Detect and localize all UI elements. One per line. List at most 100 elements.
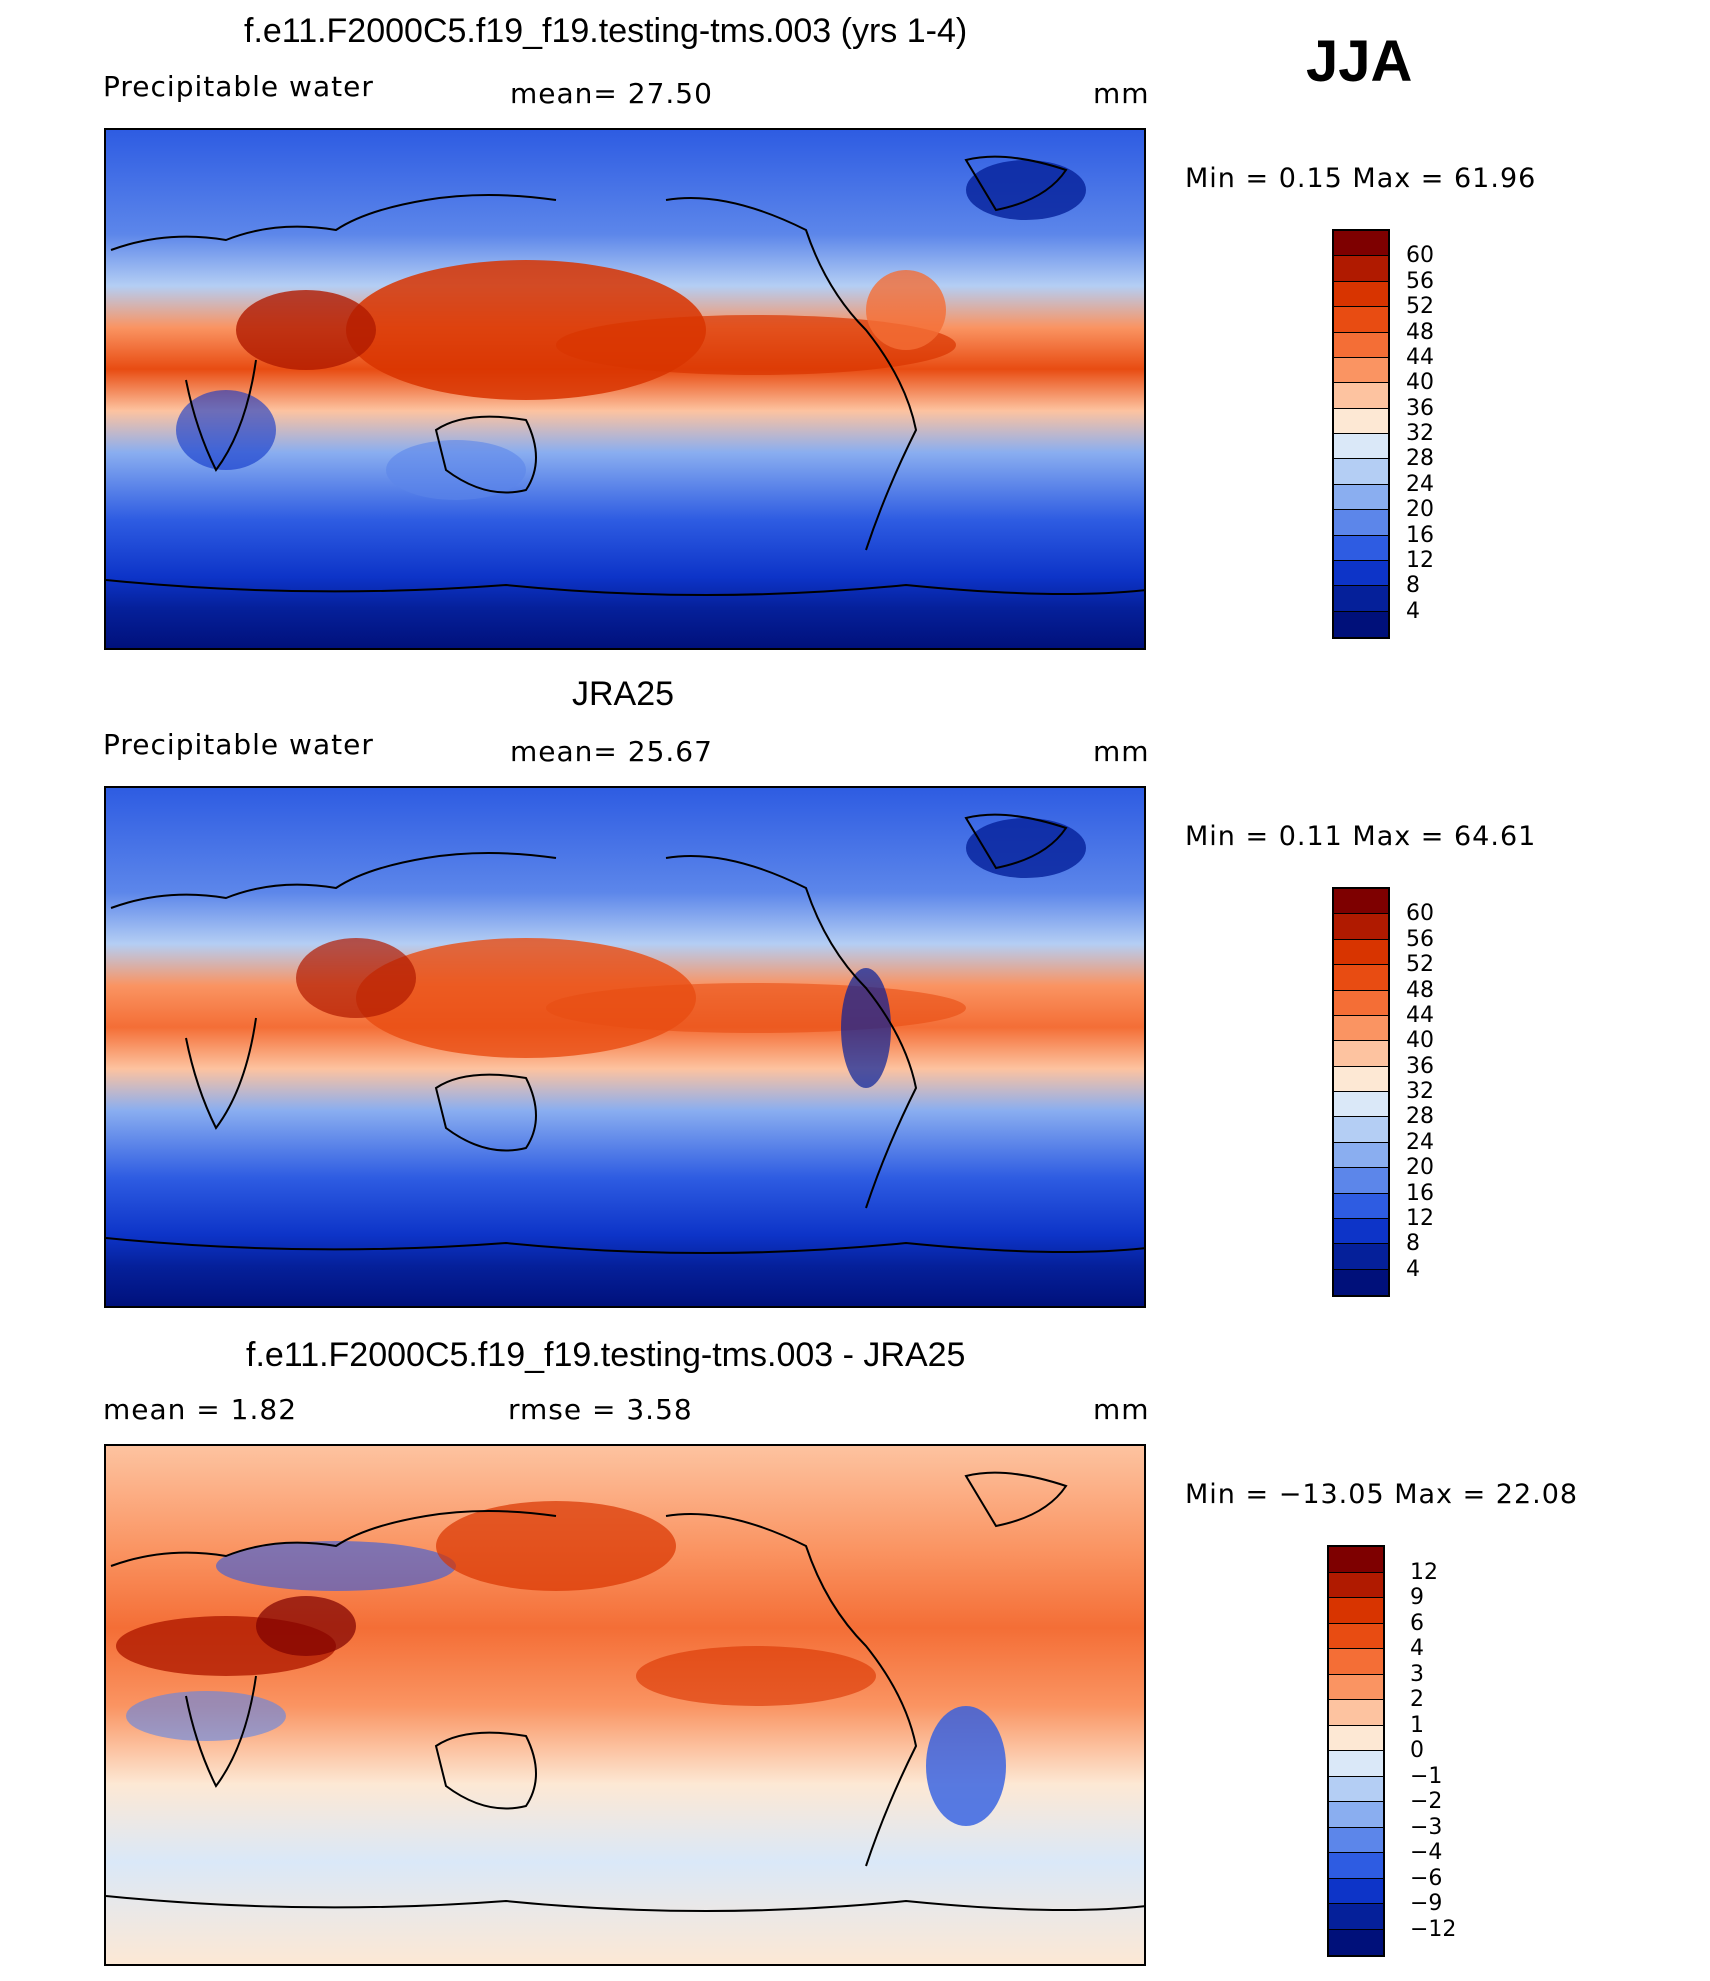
colorbar-swatch [1334, 281, 1388, 308]
panel-3-colorbar [1327, 1545, 1385, 1957]
colorbar-swatch [1334, 1193, 1388, 1219]
colorbar-tick-label: 1 [1410, 1712, 1424, 1738]
colorbar-swatch [1334, 990, 1388, 1016]
colorbar-swatch [1329, 1674, 1383, 1700]
panel-1-colorbar [1332, 229, 1390, 639]
colorbar-swatch [1334, 1244, 1388, 1270]
panel-2-colorbar-segments [1334, 889, 1388, 1295]
colorbar-tick-label: 20 [1406, 1155, 1434, 1181]
colorbar-tick-label: 24 [1406, 1129, 1434, 1155]
colorbar-swatch [1334, 1218, 1388, 1245]
panel-2-variable-label: Precipitable water [103, 728, 374, 761]
colorbar-tick-label: −6 [1410, 1865, 1443, 1891]
panel-2-mean-label: mean= 25.67 [510, 735, 713, 768]
colorbar-tick-label: 6 [1410, 1610, 1424, 1636]
colorbar-tick-label: 16 [1406, 1180, 1434, 1206]
colorbar-tick-label: 44 [1406, 344, 1434, 370]
colorbar-swatch [1334, 586, 1388, 612]
colorbar-tick-label: 52 [1406, 294, 1434, 320]
colorbar-swatch [1329, 1700, 1383, 1726]
colorbar-swatch [1334, 1092, 1388, 1118]
colorbar-tick-label: 44 [1406, 1002, 1434, 1028]
colorbar-swatch [1334, 484, 1388, 511]
colorbar-swatch [1334, 408, 1388, 434]
colorbar-tick-label: 48 [1406, 319, 1434, 345]
colorbar-tick-label: 4 [1406, 598, 1420, 624]
colorbar-tick-label: 8 [1406, 1231, 1420, 1257]
colorbar-tick-label: 56 [1406, 926, 1434, 952]
colorbar-swatch [1329, 1878, 1383, 1904]
colorbar-swatch [1334, 307, 1388, 333]
colorbar-tick-label: 40 [1406, 1028, 1434, 1054]
colorbar-tick-label: −1 [1410, 1763, 1443, 1789]
colorbar-tick-label: 60 [1406, 243, 1434, 269]
panel-3-title: f.e11.F2000C5.f19_f19.testing-tms.003 - … [246, 1336, 966, 1374]
colorbar-tick-label: 12 [1406, 547, 1434, 573]
colorbar-tick-label: 4 [1410, 1636, 1424, 1661]
colorbar-tick-label: 32 [1406, 1079, 1434, 1104]
colorbar-swatch [1334, 1041, 1388, 1067]
colorbar-swatch [1334, 535, 1388, 561]
colorbar-swatch [1334, 1142, 1388, 1169]
colorbar-tick-label: 60 [1406, 901, 1434, 927]
colorbar-swatch [1329, 1776, 1383, 1802]
colorbar-tick-label: −12 [1410, 1916, 1457, 1942]
colorbar-swatch [1334, 357, 1388, 384]
colorbar-swatch [1334, 965, 1388, 991]
colorbar-tick-label: −3 [1410, 1814, 1443, 1840]
colorbar-swatch [1334, 459, 1388, 485]
colorbar-swatch [1329, 1827, 1383, 1853]
colorbar-swatch [1329, 1853, 1383, 1879]
colorbar-tick-label: 12 [1406, 1205, 1434, 1231]
colorbar-swatch [1334, 914, 1388, 940]
colorbar-swatch [1334, 1269, 1388, 1295]
colorbar-swatch [1329, 1725, 1383, 1751]
colorbar-swatch [1329, 1904, 1383, 1930]
panel-1-title: f.e11.F2000C5.f19_f19.testing-tms.003 (y… [244, 12, 968, 50]
colorbar-swatch [1334, 1117, 1388, 1143]
colorbar-swatch [1329, 1547, 1383, 1573]
colorbar-swatch [1334, 231, 1388, 257]
colorbar-swatch [1329, 1598, 1383, 1624]
panel-2-colorbar [1332, 887, 1390, 1297]
colorbar-tick-label: 40 [1406, 370, 1434, 396]
panel-1-variable-label: Precipitable water [103, 70, 374, 103]
panel-1-units: mm [1093, 77, 1150, 110]
colorbar-tick-label: −2 [1410, 1789, 1443, 1814]
colorbar-tick-label: 28 [1406, 446, 1434, 472]
panel-1-minmax: Min = 0.15 Max = 61.96 [1185, 163, 1537, 194]
colorbar-tick-label: 52 [1406, 952, 1434, 978]
colorbar-tick-label: 16 [1406, 522, 1434, 548]
panel-2-title: JRA25 [572, 675, 675, 713]
panel-2-units: mm [1093, 735, 1150, 768]
colorbar-tick-label: 36 [1406, 1053, 1434, 1079]
colorbar-swatch [1334, 939, 1388, 966]
colorbar-swatch [1334, 560, 1388, 587]
colorbar-swatch [1334, 510, 1388, 536]
colorbar-swatch [1334, 434, 1388, 460]
colorbar-tick-label: −4 [1410, 1840, 1443, 1865]
colorbar-swatch [1329, 1572, 1383, 1598]
panel-1-map [104, 128, 1146, 650]
colorbar-swatch [1334, 256, 1388, 282]
colorbar-tick-label: 4 [1406, 1256, 1420, 1282]
colorbar-tick-label: 9 [1410, 1585, 1424, 1610]
colorbar-swatch [1334, 332, 1388, 358]
panel-2-minmax: Min = 0.11 Max = 64.61 [1185, 821, 1537, 852]
colorbar-swatch [1329, 1929, 1383, 1955]
colorbar-tick-label: 24 [1406, 471, 1434, 497]
colorbar-tick-label: 2 [1410, 1687, 1424, 1712]
colorbar-swatch [1334, 889, 1388, 915]
panel-3-units: mm [1093, 1393, 1150, 1426]
colorbar-swatch [1329, 1623, 1383, 1649]
panel-2-map [104, 786, 1146, 1308]
colorbar-swatch [1334, 1168, 1388, 1194]
season-label: JJA [1306, 29, 1413, 94]
colorbar-tick-label: 32 [1406, 421, 1434, 446]
panel-3-colorbar-segments [1329, 1547, 1383, 1955]
colorbar-swatch [1329, 1649, 1383, 1675]
colorbar-tick-label: 0 [1410, 1738, 1424, 1763]
panel-1-mean-label: mean= 27.50 [510, 77, 713, 110]
colorbar-tick-label: 48 [1406, 977, 1434, 1003]
colorbar-tick-label: 56 [1406, 268, 1434, 294]
